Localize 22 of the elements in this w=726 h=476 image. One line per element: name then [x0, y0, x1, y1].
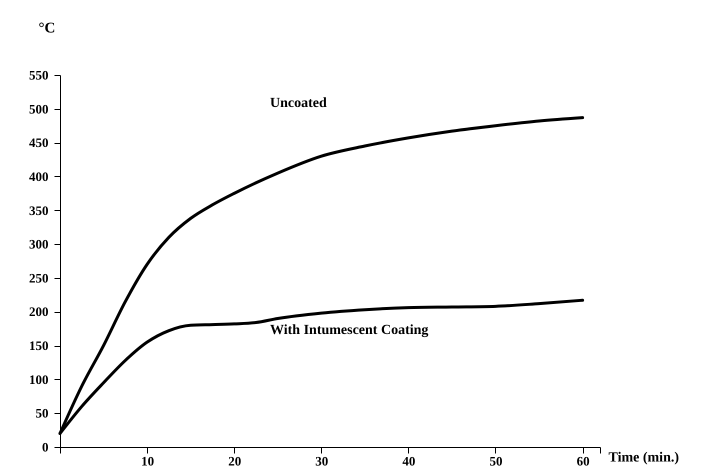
y-tick-label: 300	[29, 236, 48, 252]
y-tick-label: 200	[29, 304, 48, 320]
y-tick-label: 550	[29, 68, 48, 82]
x-tick-label: 40	[402, 454, 416, 468]
y-tick-label: 0	[42, 440, 48, 454]
x-axis-title: Time (min.)	[608, 450, 680, 466]
y-tick-label: 400	[29, 168, 48, 184]
x-tick-label: 30	[315, 454, 328, 468]
y-tick-label: 500	[29, 101, 48, 116]
y-tick-label: 250	[29, 270, 48, 286]
x-tick-label: 20	[228, 454, 242, 468]
y-axis-title: °C	[38, 20, 56, 36]
x-tick-label: 10	[141, 454, 154, 468]
annotation: Uncoated	[270, 96, 327, 111]
annotation: With Intumescent Coating	[270, 323, 428, 338]
y-tick-label: 50	[36, 406, 48, 421]
y-tick-label: 450	[29, 135, 48, 150]
y-tick-label: 100	[29, 372, 48, 387]
y-tick-label: 150	[29, 338, 48, 354]
x-tick-label: 60	[576, 454, 590, 468]
y-tick-label: 350	[29, 202, 48, 218]
x-tick-label: 50	[489, 454, 502, 468]
